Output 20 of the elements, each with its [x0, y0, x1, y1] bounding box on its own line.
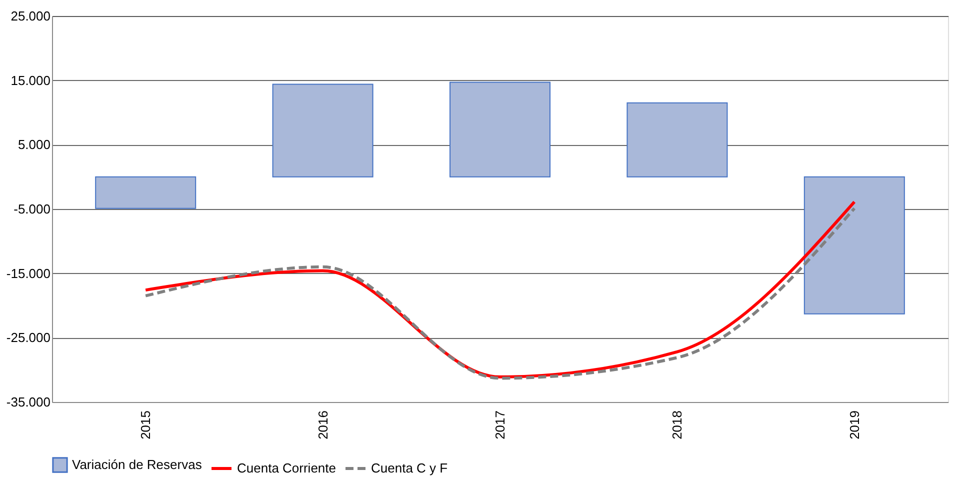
- x-tick-label: 2015: [138, 410, 154, 440]
- legend-label: Cuenta C y F: [371, 460, 448, 476]
- legend-label: Variación de Reservas: [72, 457, 202, 472]
- y-tick-label: -5.000: [14, 202, 50, 216]
- legend-label: Cuenta Corriente: [237, 460, 336, 476]
- x-tick-label: 2016: [315, 410, 330, 440]
- y-tick-label: -15.000: [6, 266, 50, 281]
- x-tick-label: 2019: [846, 410, 862, 440]
- bar: [272, 84, 374, 178]
- x-tick-label: 2018: [670, 410, 685, 440]
- bar: [95, 176, 196, 209]
- y-tick-label: 25.000: [10, 8, 50, 24]
- bar: [450, 82, 550, 178]
- y-tick-label: -35.000: [6, 394, 50, 410]
- y-tick-label: 5.000: [18, 137, 50, 152]
- y-tick-label: -25.000: [6, 330, 50, 346]
- y-tick-label: 15.000: [10, 72, 50, 88]
- bar: [804, 176, 905, 314]
- bar: [626, 102, 728, 178]
- x-tick-label: 2017: [492, 410, 508, 440]
